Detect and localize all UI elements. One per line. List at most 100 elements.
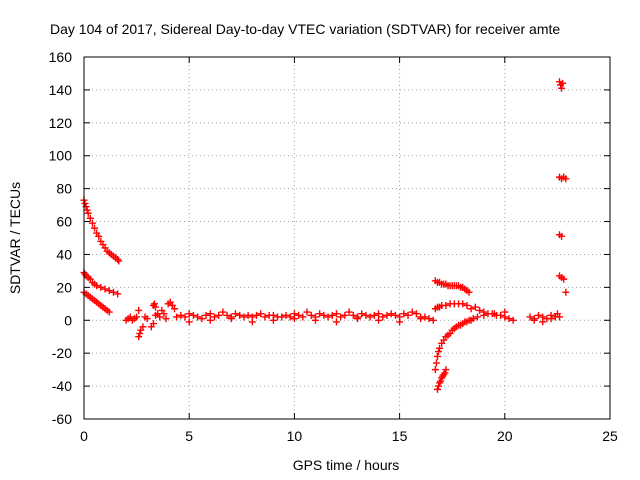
data-point [509, 316, 517, 324]
x-tick-label: 20 [497, 428, 513, 444]
data-point [86, 214, 94, 222]
data-point [501, 308, 509, 316]
data-point [396, 318, 404, 326]
data-point [562, 175, 570, 183]
data-point [412, 310, 420, 318]
data-point [83, 206, 91, 214]
data-point [471, 303, 479, 311]
data-point [307, 311, 315, 319]
data-point [303, 308, 311, 316]
data-point [206, 310, 214, 318]
x-axis-ticks: 0 5 10 15 20 25 [80, 57, 618, 444]
data-point [269, 316, 277, 324]
data-point [88, 219, 96, 227]
data-point [84, 209, 92, 217]
data-point [105, 308, 113, 316]
data-point [244, 311, 252, 319]
data-point [436, 344, 444, 352]
data-point [417, 315, 425, 323]
data-point [185, 310, 193, 318]
data-point [185, 318, 193, 326]
data-point [349, 311, 357, 319]
data-point [469, 315, 477, 323]
data-point [198, 315, 206, 323]
data-point [150, 300, 158, 308]
data-point [337, 313, 345, 321]
data-point [223, 311, 231, 319]
data-point [286, 313, 294, 321]
data-point [248, 318, 256, 326]
data-point [354, 315, 362, 323]
data-point [435, 382, 443, 390]
x-tick-label: 0 [80, 428, 88, 444]
data-point [558, 84, 566, 92]
data-point [261, 313, 269, 321]
data-point [215, 311, 223, 319]
data-point [227, 315, 235, 323]
data-point [400, 310, 408, 318]
data-point [463, 301, 471, 309]
data-point [295, 311, 303, 319]
data-point [375, 316, 383, 324]
y-tick-label: 60 [56, 214, 72, 230]
data-point [408, 308, 416, 316]
y-tick-label: 120 [49, 115, 73, 131]
data-point [345, 308, 353, 316]
plot-frame [83, 56, 611, 420]
data-point [181, 313, 189, 321]
data-point [290, 315, 298, 323]
x-tick-label: 25 [602, 428, 618, 444]
data-point [160, 310, 168, 318]
data-point [139, 323, 147, 331]
data-point [114, 290, 122, 298]
y-tick-label: 160 [49, 49, 73, 65]
data-point [560, 275, 568, 283]
data-point [156, 313, 164, 321]
data-point [497, 311, 505, 319]
data-point [135, 333, 143, 341]
data-point [366, 313, 374, 321]
y-axis-label: SDTVAR / TECUs [7, 182, 23, 294]
data-point [328, 311, 336, 319]
y-tick-label: -40 [52, 378, 72, 394]
data-point [152, 303, 160, 311]
data-point [526, 313, 534, 321]
data-point [257, 310, 265, 318]
y-tick-label: 0 [64, 312, 72, 328]
y-tick-label: 40 [56, 246, 72, 262]
data-point [236, 311, 244, 319]
data-point [490, 310, 498, 318]
data-point [206, 316, 214, 324]
data-point [505, 315, 513, 323]
x-axis-label: GPS time / hours [293, 457, 400, 473]
data-point [425, 315, 433, 323]
data-point [97, 283, 105, 291]
data-point [429, 316, 437, 324]
data-point [362, 311, 370, 319]
data-point [332, 318, 340, 326]
data-point [404, 311, 412, 319]
data-point [91, 224, 99, 232]
data-point [562, 288, 570, 296]
data-point [433, 385, 441, 393]
data-point [210, 313, 218, 321]
data-point [311, 316, 319, 324]
data-point [556, 313, 564, 321]
data-point [81, 270, 89, 278]
data-point [556, 78, 564, 86]
data-point [341, 311, 349, 319]
data-point [81, 199, 89, 207]
data-point [530, 316, 538, 324]
data-point [219, 308, 227, 316]
data-point [465, 288, 473, 296]
data-point [173, 313, 181, 321]
data-point [332, 310, 340, 318]
data-point [534, 311, 542, 319]
data-point [324, 313, 332, 321]
data-point [105, 287, 113, 295]
data-point [442, 366, 450, 374]
y-tick-label: 20 [56, 279, 72, 295]
y-tick-label: 80 [56, 181, 72, 197]
data-point [383, 311, 391, 319]
data-point [431, 366, 439, 374]
